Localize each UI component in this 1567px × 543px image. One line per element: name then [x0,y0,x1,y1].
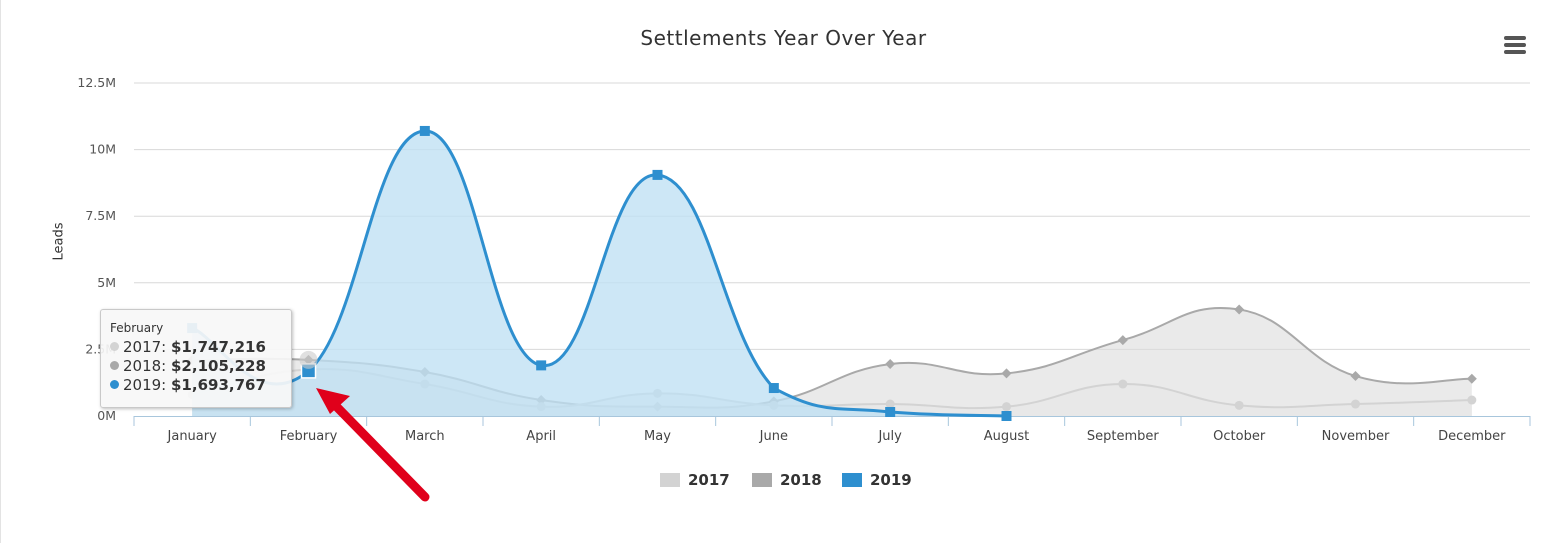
tooltip-row-2018: 2018: $2,105,228 [110,357,266,375]
tooltip-row-2019: 2019: $1,693,767 [110,376,266,394]
chart-tooltip: February 2017: $1,747,216 2018: $2,105,2… [100,309,292,408]
x-tick-label: February [280,429,338,444]
point-2019 [419,125,430,136]
x-tick-label: August [984,429,1030,444]
x-tick-label: September [1087,429,1160,444]
tooltip-dot-2019 [110,380,119,389]
point-2018 [885,359,896,370]
y-tick-label: 0M [97,408,116,423]
tooltip-row-2017: 2017: $1,747,216 [110,338,266,356]
point-2017 [1351,399,1360,409]
legend-swatch-2018 [752,473,772,487]
point-2018 [1234,304,1245,315]
y-tick-label: 7.5M [85,208,116,223]
tooltip-label-2019: 2019: [123,376,171,394]
x-tick-label: July [877,429,902,444]
tooltip-label-2017: 2017: [123,338,171,356]
point-2017 [1118,379,1128,389]
y-tick-label: 5M [97,275,116,290]
tooltip-value-2019: $1,693,767 [171,376,266,394]
legend-label-2017: 2017 [688,471,730,489]
point-2019 [768,383,779,394]
point-2017 [1002,402,1011,412]
legend-label-2019: 2019 [870,471,912,489]
y-tick-label: 12.5M [77,75,116,90]
point-2017 [1234,400,1244,410]
point-2018 [1117,335,1128,346]
x-tick-label: March [405,429,445,444]
legend-swatch-2017 [660,473,680,487]
x-tick-label: April [526,429,556,444]
point-2018 [1350,371,1361,382]
point-2019 [536,360,547,371]
x-tick-label: May [644,429,671,444]
point-2019 [885,407,896,418]
tooltip-label-2018: 2018: [123,357,171,375]
x-tick-label: November [1322,429,1390,444]
tooltip-dot-2017 [110,342,119,351]
x-tick-label: January [167,429,218,444]
tooltip-dot-2018 [110,361,119,370]
y-tick-label: 10M [89,142,116,157]
series-line-2019 [191,129,1007,418]
point-2019 [652,169,663,180]
legend-label-2018: 2018 [780,471,822,489]
hover-halo-2018 [299,350,318,369]
x-tick-label: October [1213,429,1266,444]
point-2019 [1001,411,1012,421]
hamburger-menu-icon[interactable] [1504,36,1528,56]
tooltip-value-2017: $1,747,216 [171,338,266,356]
x-tick-label: December [1438,429,1506,444]
x-tick-label: June [759,429,788,444]
point-2017 [885,399,895,409]
legend-swatch-2019 [842,473,862,487]
point-2017 [1467,395,1477,405]
point-2018 [1466,373,1477,384]
point-2018 [1001,368,1012,379]
chart-title: Settlements Year Over Year [640,26,927,50]
tooltip-value-2018: $2,105,228 [171,357,266,375]
page-border [0,0,1,543]
tooltip-header: February [110,321,164,335]
